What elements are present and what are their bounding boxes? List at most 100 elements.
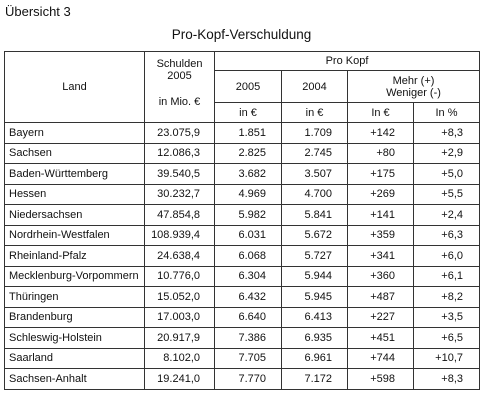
cell-land: Thüringen	[4, 286, 145, 308]
cell-pro-kopf-2004: 4.700	[281, 183, 348, 205]
cell-pro-kopf-2005: 6.432	[214, 286, 282, 308]
cell-diff-eur: +175	[347, 163, 414, 185]
cell-pro-kopf-2004: 5.672	[281, 224, 348, 246]
cell-schulden: 108.939,4	[144, 224, 215, 246]
cell-diff-eur: +744	[347, 347, 414, 369]
cell-diff-eur: +451	[347, 327, 414, 349]
cell-land: Sachsen-Anhalt	[4, 368, 145, 390]
cell-land: Nordrhein-Westfalen	[4, 224, 145, 246]
cell-land: Schleswig-Holstein	[4, 327, 145, 349]
cell-schulden: 17.003,0	[144, 306, 215, 328]
header-diff-line2: Weniger (-)	[386, 86, 441, 99]
cell-schulden: 8.102,0	[144, 347, 215, 369]
cell-land: Sachsen	[4, 142, 145, 164]
cell-diff-eur: +359	[347, 224, 414, 246]
cell-pro-kopf-2004: 6.935	[281, 327, 348, 349]
cell-schulden: 47.854,8	[144, 204, 215, 226]
cell-land: Hessen	[4, 183, 145, 205]
table-row: Sachsen 12.086,3 2.825 2.745 +80 +2,9	[4, 142, 480, 164]
cell-schulden: 30.232,7	[144, 183, 215, 205]
cell-schulden: 19.241,0	[144, 368, 215, 390]
cell-pro-kopf-2004: 2.745	[281, 142, 348, 164]
table-row: Saarland 8.102,0 7.705 6.961 +744 +10,7	[4, 347, 480, 369]
cell-diff-pct: +6,5	[413, 327, 480, 349]
header-schulden-line1: Schulden	[156, 58, 203, 70]
header-unit-diff-eur: In €	[347, 102, 414, 123]
table-row: Brandenburg 17.003,0 6.640 6.413 +227 +3,5	[4, 306, 480, 328]
cell-diff-eur: +360	[347, 265, 414, 287]
cell-pro-kopf-2005: 7.770	[214, 368, 282, 390]
cell-pro-kopf-2004: 3.507	[281, 163, 348, 185]
cell-pro-kopf-2005: 1.851	[214, 122, 282, 144]
cell-pro-kopf-2005: 4.969	[214, 183, 282, 205]
cell-diff-pct: +2,9	[413, 142, 480, 164]
debt-table: Land Schulden 2005 in Mio. € Pro Kopf 20…	[4, 51, 480, 390]
cell-land: Niedersachsen	[4, 204, 145, 226]
cell-diff-pct: +10,7	[413, 347, 480, 369]
cell-pro-kopf-2004: 5.944	[281, 265, 348, 287]
cell-diff-eur: +141	[347, 204, 414, 226]
cell-schulden: 20.917,9	[144, 327, 215, 349]
cell-diff-pct: +6,3	[413, 224, 480, 246]
cell-diff-eur: +341	[347, 245, 414, 267]
cell-diff-pct: +8,3	[413, 368, 480, 390]
table-row: Hessen 30.232,7 4.969 4.700 +269 +5,5	[4, 183, 480, 205]
header-year-2005: 2005	[214, 70, 282, 103]
table-row: Schleswig-Holstein 20.917,9 7.386 6.935 +451…	[4, 327, 480, 349]
cell-diff-eur: +142	[347, 122, 414, 144]
cell-pro-kopf-2005: 6.031	[214, 224, 282, 246]
cell-schulden: 23.075,9	[144, 122, 215, 144]
overview-label: Übersicht 3	[5, 4, 71, 19]
header-schulden-unit: in Mio. €	[158, 96, 201, 108]
header-unit-diff-pct: In %	[413, 102, 480, 123]
cell-pro-kopf-2005: 5.982	[214, 204, 282, 226]
cell-pro-kopf-2004: 5.841	[281, 204, 348, 226]
header-land: Land	[4, 51, 145, 123]
cell-diff-eur: +598	[347, 368, 414, 390]
header-diff: Mehr (+) Weniger (-)	[347, 70, 480, 103]
cell-pro-kopf-2004: 6.961	[281, 347, 348, 369]
table-row: Thüringen 15.052,0 6.432 5.945 +487 +8,2	[4, 286, 480, 308]
header-pro-kopf: Pro Kopf	[214, 51, 480, 71]
cell-diff-pct: +8,3	[413, 122, 480, 144]
cell-diff-eur: +80	[347, 142, 414, 164]
table-row: Baden-Württemberg 39.540,5 3.682 3.507 +175 +…	[4, 163, 480, 185]
table-row: Sachsen-Anhalt 19.241,0 7.770 7.172 +598 +8,3	[4, 368, 480, 390]
cell-pro-kopf-2005: 3.682	[214, 163, 282, 185]
table-title: Pro-Kopf-Verschuldung	[171, 27, 312, 42]
cell-schulden: 39.540,5	[144, 163, 215, 185]
table-row: Bayern 23.075,9 1.851 1.709 +142 +8,3	[4, 122, 480, 144]
cell-diff-pct: +2,4	[413, 204, 480, 226]
cell-land: Mecklenburg-Vorpommern	[4, 265, 145, 287]
cell-diff-pct: +3,5	[413, 306, 480, 328]
cell-diff-eur: +227	[347, 306, 414, 328]
cell-pro-kopf-2005: 6.068	[214, 245, 282, 267]
cell-land: Saarland	[4, 347, 145, 369]
cell-land: Brandenburg	[4, 306, 145, 328]
cell-land: Rheinland-Pfalz	[4, 245, 145, 267]
cell-land: Bayern	[4, 122, 145, 144]
cell-schulden: 12.086,3	[144, 142, 215, 164]
cell-diff-pct: +5,5	[413, 183, 480, 205]
header-year-2004: 2004	[281, 70, 348, 103]
cell-pro-kopf-2004: 6.413	[281, 306, 348, 328]
cell-pro-kopf-2005: 6.640	[214, 306, 282, 328]
header-schulden-line2: 2005	[167, 70, 192, 82]
cell-schulden: 24.638,4	[144, 245, 215, 267]
table-body: Bayern 23.075,9 1.851 1.709 +142 +8,3 Sachsen 1…	[4, 122, 480, 390]
cell-diff-eur: +269	[347, 183, 414, 205]
cell-schulden: 10.776,0	[144, 265, 215, 287]
cell-pro-kopf-2004: 5.727	[281, 245, 348, 267]
cell-pro-kopf-2004: 7.172	[281, 368, 348, 390]
cell-pro-kopf-2005: 7.705	[214, 347, 282, 369]
table-row: Nordrhein-Westfalen 108.939,4 6.031 5.672 +3…	[4, 224, 480, 246]
table-row: Niedersachsen 47.854,8 5.982 5.841 +141 +2,4	[4, 204, 480, 226]
table-row: Rheinland-Pfalz 24.638,4 6.068 5.727 +341 +6,…	[4, 245, 480, 267]
table-row: Mecklenburg-Vorpommern 10.776,0 6.304 5.944…	[4, 265, 480, 287]
cell-pro-kopf-2005: 2.825	[214, 142, 282, 164]
cell-land: Baden-Württemberg	[4, 163, 145, 185]
cell-diff-pct: +6,0	[413, 245, 480, 267]
cell-schulden: 15.052,0	[144, 286, 215, 308]
header-unit-2004: in €	[281, 102, 348, 123]
cell-pro-kopf-2004: 1.709	[281, 122, 348, 144]
